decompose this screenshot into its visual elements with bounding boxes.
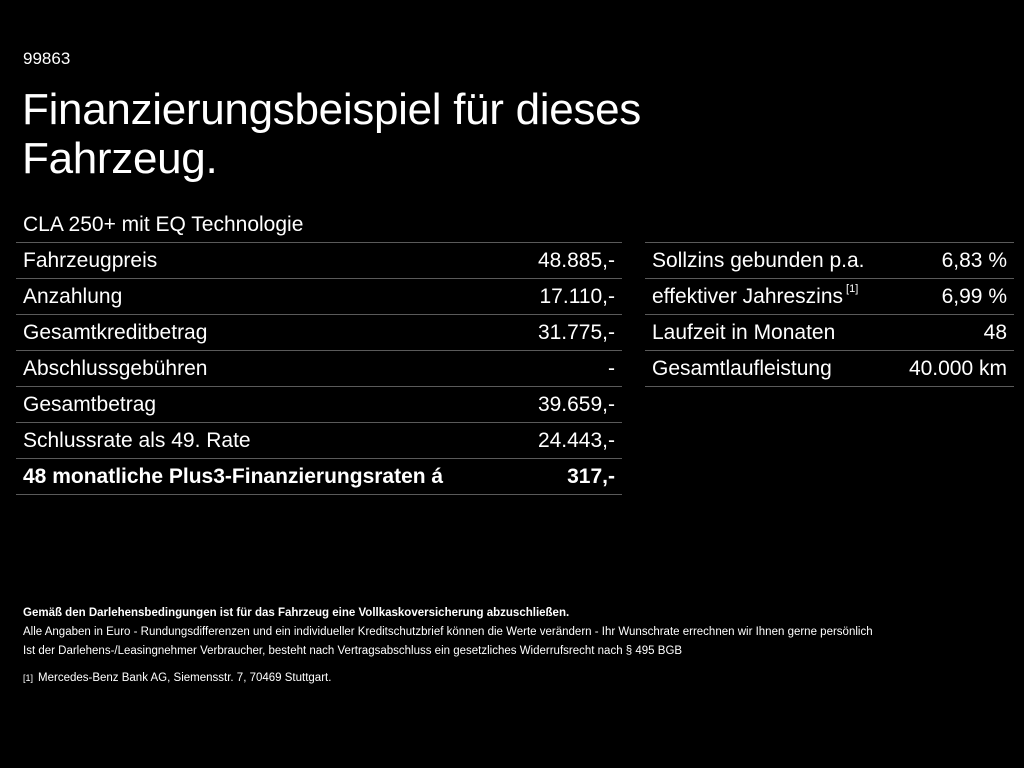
row-value: 40.000 km (894, 350, 1014, 387)
terms-table: Sollzins gebunden p.a. 6,83 % effektiver… (645, 242, 1014, 387)
row-label: Schlussrate als 49. Rate (16, 422, 523, 459)
row-value: 48.885,- (522, 242, 622, 279)
table-row: Sollzins gebunden p.a. 6,83 % (645, 242, 1014, 279)
monthly-rate-row: 48 monatliche Plus3-Finanzierungsraten á… (16, 458, 622, 495)
row-value: 6,83 % (894, 242, 1014, 279)
insurance-note: Gemäß den Darlehensbedingungen ist für d… (23, 607, 570, 619)
row-label: Laufzeit in Monaten (645, 314, 895, 351)
row-label: Gesamtkreditbetrag (16, 314, 523, 351)
table-row: Laufzeit in Monaten 48 (645, 314, 1014, 351)
row-label: Gesamtbetrag (16, 386, 523, 423)
euro-note: Alle Angaben in Euro - Rundungsdifferenz… (23, 626, 873, 638)
page-title: Finanzierungsbeispiel für dieses Fahrzeu… (22, 85, 641, 183)
table-row: effektiver Jahreszins [1] 6,99 % (645, 278, 1014, 315)
table-row: Schlussrate als 49. Rate 24.443,- (16, 422, 622, 459)
row-value: 17.110,- (522, 278, 622, 315)
row-label: Anzahlung (16, 278, 523, 315)
table-row: Abschlussgebühren - (16, 350, 622, 387)
table-row: Fahrzeugpreis 48.885,- (16, 242, 622, 279)
row-value: 24.443,- (522, 422, 622, 459)
row-value: 317,- (522, 458, 622, 495)
row-label: Sollzins gebunden p.a. (645, 242, 895, 279)
row-value: - (522, 350, 622, 387)
offer-code: 99863 (23, 49, 71, 68)
table-row: Gesamtbetrag 39.659,- (16, 386, 622, 423)
row-value: 39.659,- (522, 386, 622, 423)
table-row: Anzahlung 17.110,- (16, 278, 622, 315)
row-label: 48 monatliche Plus3-Finanzierungsraten á (16, 458, 523, 495)
withdrawal-note: Ist der Darlehens-/Leasingnehmer Verbrau… (23, 645, 683, 657)
footnote-mark: [1] (23, 673, 34, 683)
row-label-text: Sollzins gebunden p.a. (652, 248, 865, 272)
footnote-text: Mercedes-Benz Bank AG, Siemensstr. 7, 70… (38, 672, 332, 684)
vehicle-model: CLA 250+ mit EQ Technologie (23, 213, 304, 236)
row-label-text: Gesamtlaufleistung (652, 356, 832, 380)
row-label-text: Laufzeit in Monaten (652, 320, 836, 344)
table-row: Gesamtlaufleistung 40.000 km (645, 350, 1014, 387)
row-label: Abschlussgebühren (16, 350, 523, 387)
footnote: [1] Mercedes-Benz Bank AG, Siemensstr. 7,… (23, 670, 331, 686)
legal-notes: Gemäß den Darlehensbedingungen ist für d… (23, 604, 1013, 661)
row-label: Gesamtlaufleistung (645, 350, 895, 387)
row-label: effektiver Jahreszins [1] (645, 278, 895, 315)
table-row: Gesamtkreditbetrag 31.775,- (16, 314, 622, 351)
row-label: Fahrzeugpreis (16, 242, 523, 279)
row-value: 6,99 % (894, 278, 1014, 315)
financing-table: Fahrzeugpreis 48.885,- Anzahlung 17.110,… (16, 242, 622, 495)
row-value: 48 (894, 314, 1014, 351)
row-value: 31.775,- (522, 314, 622, 351)
row-label-text: effektiver Jahreszins (652, 284, 844, 308)
footnote-reference: [1] (846, 282, 859, 295)
